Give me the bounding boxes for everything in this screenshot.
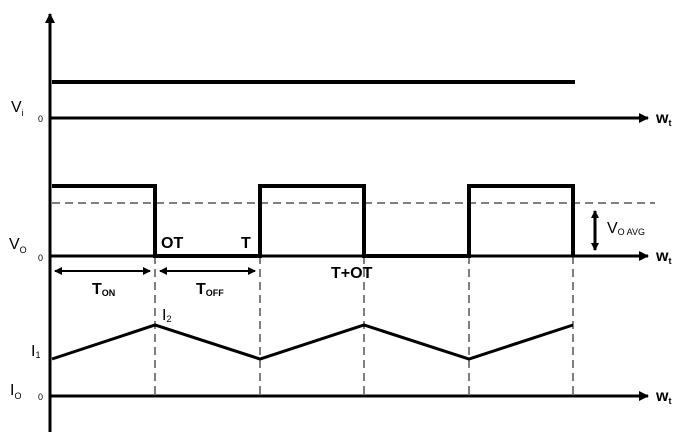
i1-label: I1 bbox=[31, 343, 40, 360]
io-zero-label: 0 bbox=[38, 392, 43, 402]
t-plus-ot-label: T+OT bbox=[331, 265, 373, 282]
wt-label-vo: wt bbox=[655, 248, 671, 266]
vo-zero-label: 0 bbox=[38, 253, 43, 263]
vo-pulse-waveform bbox=[52, 184, 575, 258]
wt-label-vi: wt bbox=[655, 110, 671, 128]
vo-avg-label: VO AVG bbox=[607, 220, 645, 237]
vi-zero-label: 0 bbox=[38, 114, 43, 124]
i2-label: I2 bbox=[162, 307, 171, 324]
ton-label: TON bbox=[92, 281, 115, 298]
toff-label: TOFF bbox=[196, 281, 224, 298]
wt-label-io: wt bbox=[655, 388, 671, 406]
io-triangle-waveform bbox=[51, 323, 574, 361]
t-label: T bbox=[241, 235, 251, 252]
vo-label: VO bbox=[9, 236, 27, 255]
io-label: IO bbox=[10, 382, 21, 401]
vi-label: Vi bbox=[11, 99, 24, 118]
ot-label: OT bbox=[161, 235, 183, 252]
